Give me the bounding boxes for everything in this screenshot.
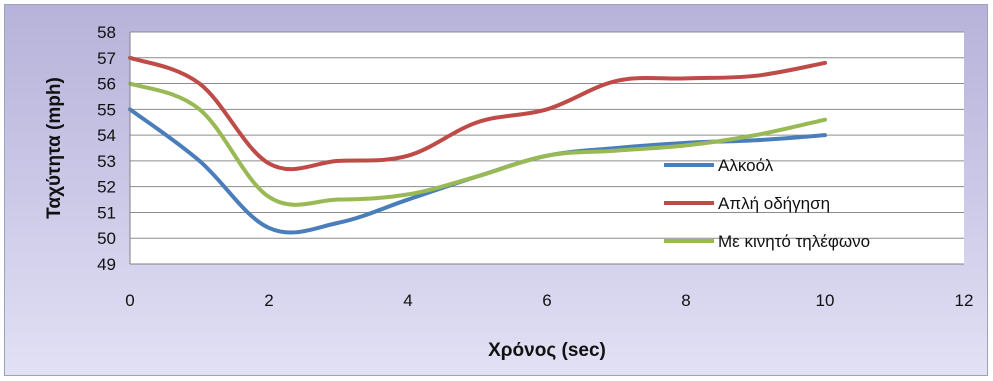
plot-area bbox=[130, 32, 964, 264]
y-tick-label: 52 bbox=[97, 178, 116, 197]
y-tick-label: 51 bbox=[97, 203, 116, 222]
x-axis-title: Χρόνος (sec) bbox=[488, 340, 606, 361]
y-tick-label: 54 bbox=[97, 126, 116, 145]
y-tick-label: 56 bbox=[97, 75, 116, 94]
y-tick-label: 49 bbox=[97, 255, 116, 274]
legend: Αλκοόλ Απλή οδήγηση Με κινητό τηλέφωνο bbox=[664, 156, 870, 251]
y-tick-label: 50 bbox=[97, 229, 116, 248]
y-tick-label: 58 bbox=[97, 23, 116, 42]
x-tick-label: 8 bbox=[681, 291, 690, 310]
x-tick-label: 12 bbox=[955, 291, 974, 310]
legend-label: Με κινητό τηλέφωνο bbox=[718, 232, 870, 251]
y-axis-title: Ταχύτητα (mph) bbox=[44, 77, 65, 219]
series-line-3 bbox=[128, 81, 827, 207]
legend-label: Απλή οδήγηση bbox=[718, 194, 830, 213]
x-tick-label: 0 bbox=[125, 291, 134, 310]
x-tick-label: 6 bbox=[542, 291, 551, 310]
legend-label: Αλκοόλ bbox=[718, 156, 774, 175]
y-tick-label: 57 bbox=[97, 49, 116, 68]
x-tick-label: 4 bbox=[403, 291, 412, 310]
series-line-2 bbox=[128, 55, 827, 172]
x-tick-label: 2 bbox=[264, 291, 273, 310]
y-tick-label: 55 bbox=[97, 100, 116, 119]
x-tick-label: 10 bbox=[816, 291, 835, 310]
y-tick-label: 53 bbox=[97, 152, 116, 171]
